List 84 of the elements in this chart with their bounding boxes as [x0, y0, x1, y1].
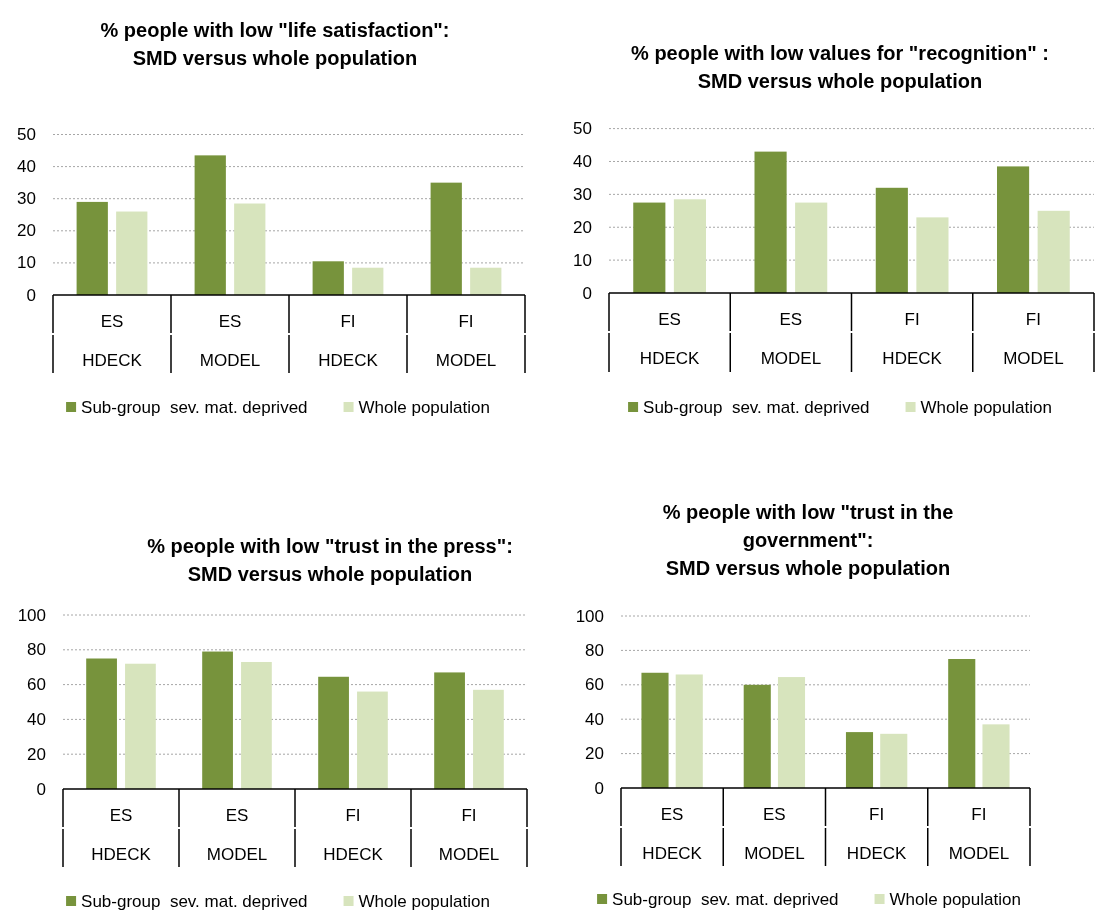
chart-title: % people with low values for "recognition" : SMD versus whole population — [631, 42, 1049, 92]
bar — [430, 182, 462, 295]
legend-label: Sub-group sev. mat. deprived — [612, 889, 839, 909]
x-tick-label: ES MODEL — [199, 312, 261, 370]
bar — [916, 217, 949, 293]
bar — [312, 261, 344, 295]
bar — [318, 676, 349, 789]
bar — [125, 663, 156, 789]
y-tick-label: 40 — [585, 709, 604, 729]
y-tick-label: 0 — [36, 779, 46, 799]
bar — [76, 201, 108, 295]
x-tick-label: FI MODEL — [1003, 310, 1064, 368]
legend-label: Sub-group sev. mat. deprived — [81, 397, 308, 417]
y-tick-label: 30 — [573, 184, 592, 204]
x-tick-label: ES MODEL — [206, 806, 268, 864]
y-tick-label: 80 — [585, 640, 604, 660]
x-tick-label: FI HDECK — [846, 805, 908, 863]
bar — [948, 659, 976, 788]
bar — [473, 689, 504, 789]
y-tick-label: 20 — [573, 217, 592, 237]
y-tick-label: 20 — [17, 221, 36, 241]
x-tick-label: FI HDECK — [882, 310, 943, 368]
y-tick-label: 100 — [17, 605, 46, 625]
y-tick-label: 20 — [27, 744, 46, 764]
y-tick-label: 10 — [17, 253, 36, 273]
x-tick-label: ES MODEL — [760, 310, 822, 368]
bar — [194, 155, 226, 295]
legend-label: Whole population — [920, 397, 1052, 417]
legend-label: Whole population — [358, 891, 490, 911]
y-tick-label: 0 — [594, 778, 604, 798]
x-tick-label: FI MODEL — [948, 805, 1010, 863]
y-tick-label: 0 — [582, 283, 592, 303]
bar — [234, 203, 266, 295]
x-tick-label: ES HDECK — [91, 806, 152, 864]
bar — [754, 151, 787, 293]
bar — [777, 677, 806, 788]
bar — [675, 674, 703, 788]
x-tick-label: ES HDECK — [639, 310, 701, 368]
bar — [795, 202, 828, 293]
x-tick-label: ES HDECK — [642, 805, 703, 863]
bar — [743, 684, 771, 788]
bar — [202, 651, 233, 789]
y-tick-label: 80 — [27, 640, 46, 660]
x-tick-label: FI MODEL — [435, 312, 497, 370]
bar — [470, 267, 502, 295]
x-tick-label: FI MODEL — [438, 806, 500, 864]
y-tick-label: 40 — [17, 157, 36, 177]
y-tick-label: 30 — [17, 189, 36, 209]
bar — [633, 202, 666, 293]
bar — [880, 733, 908, 788]
y-tick-label: 0 — [26, 285, 36, 305]
bar — [1037, 210, 1070, 293]
bar — [641, 672, 669, 788]
bar — [352, 267, 384, 295]
bar — [86, 658, 117, 789]
bar — [982, 724, 1010, 788]
y-tick-label: 100 — [575, 606, 604, 626]
y-tick-label: 20 — [585, 744, 604, 764]
legend-label: Sub-group sev. mat. deprived — [81, 891, 308, 911]
x-tick-label: FI HDECK — [318, 312, 379, 370]
bar — [357, 691, 388, 789]
y-tick-label: 50 — [573, 119, 592, 139]
bar — [673, 199, 706, 293]
y-tick-label: 50 — [17, 125, 36, 144]
x-tick-label: FI HDECK — [323, 806, 384, 864]
chart-title: % people with low "trust in the press": SMD versus whole population — [147, 535, 513, 585]
y-tick-label: 40 — [27, 709, 46, 729]
bar — [997, 166, 1030, 293]
legend-label: Sub-group sev. mat. deprived — [643, 397, 870, 417]
x-tick-label: ES HDECK — [82, 312, 143, 370]
bar — [875, 187, 908, 293]
bar — [434, 672, 465, 789]
y-tick-label: 10 — [573, 250, 592, 270]
y-tick-label: 60 — [585, 675, 604, 695]
bar — [116, 211, 148, 295]
x-tick-label: ES MODEL — [744, 805, 805, 863]
y-tick-label: 40 — [573, 151, 592, 171]
y-tick-label: 60 — [27, 675, 46, 695]
bar — [241, 661, 272, 789]
legend-label: Whole population — [358, 397, 490, 417]
bar — [845, 732, 874, 788]
legend-label: Whole population — [889, 889, 1021, 909]
chart-title: % people with low "trust in the government": SMD versus whole population — [662, 501, 954, 579]
chart-title: % people with low "life satisfaction": SMD versus whole population — [100, 19, 450, 69]
